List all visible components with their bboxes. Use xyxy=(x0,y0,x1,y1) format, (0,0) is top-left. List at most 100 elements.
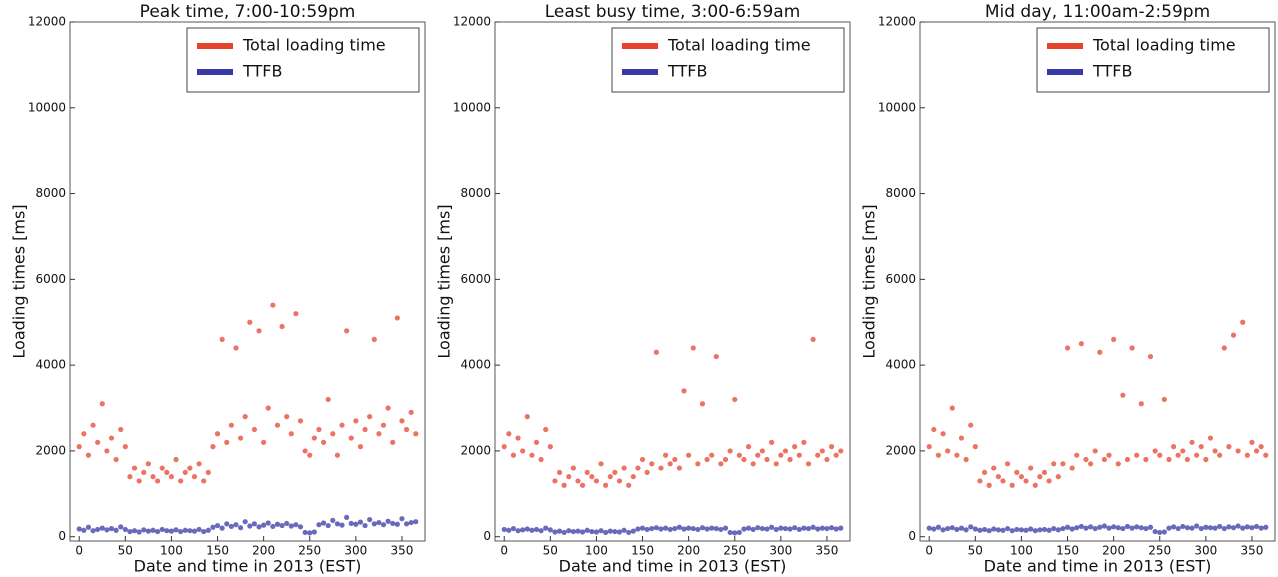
data-point xyxy=(224,521,230,527)
data-point xyxy=(127,474,133,480)
data-point xyxy=(168,474,175,480)
data-point xyxy=(1014,469,1020,475)
data-point xyxy=(1240,525,1246,531)
data-point xyxy=(1244,524,1250,530)
plot-area xyxy=(919,21,1276,542)
data-point xyxy=(750,526,756,533)
data-point xyxy=(256,524,262,530)
data-point xyxy=(1263,524,1269,530)
data-point xyxy=(1147,524,1154,530)
y-tick-label: 8000 xyxy=(885,186,916,200)
data-point xyxy=(1046,527,1052,533)
legend-label: Total loading time xyxy=(242,36,386,55)
data-point xyxy=(759,525,766,532)
data-point xyxy=(1028,526,1034,532)
data-point xyxy=(709,525,715,531)
data-point xyxy=(108,435,115,441)
data-point xyxy=(782,525,789,532)
data-point xyxy=(362,426,368,433)
data-point xyxy=(1055,474,1061,480)
data-point xyxy=(302,529,308,536)
data-point xyxy=(819,525,825,531)
data-point xyxy=(118,426,124,433)
data-point xyxy=(612,528,618,535)
plot-area xyxy=(494,21,851,542)
data-point xyxy=(968,422,974,428)
data-point xyxy=(819,448,825,454)
data-point xyxy=(1101,523,1108,529)
data-point xyxy=(828,444,835,450)
data-point xyxy=(1028,465,1034,471)
data-point xyxy=(801,439,807,445)
data-point xyxy=(649,525,655,532)
data-point xyxy=(104,527,110,533)
data-point xyxy=(178,528,184,535)
data-point xyxy=(196,526,202,533)
data-point xyxy=(1041,526,1048,533)
data-point xyxy=(385,405,391,411)
data-point xyxy=(1180,523,1186,530)
data-point xyxy=(722,525,729,531)
data-point xyxy=(704,456,710,463)
data-point xyxy=(1249,439,1255,445)
data-point xyxy=(986,482,992,488)
data-point xyxy=(533,439,540,445)
data-point xyxy=(164,528,170,534)
data-point xyxy=(81,431,87,437)
x-tick-label: 200 xyxy=(252,544,275,558)
y-tick-label: 6000 xyxy=(35,272,66,286)
data-point xyxy=(1184,456,1191,463)
data-point xyxy=(237,525,244,531)
data-point xyxy=(131,465,138,471)
data-point xyxy=(755,452,761,458)
data-point xyxy=(584,469,590,475)
data-point xyxy=(732,530,738,536)
data-point xyxy=(399,516,405,522)
data-point xyxy=(1226,444,1232,450)
data-point xyxy=(95,526,101,533)
subplot: 0 2000 4000 6000 8000 10000 12000 0 50 100 150 200 2… xyxy=(435,2,851,576)
y-axis-label: Loading times [ms] xyxy=(10,204,29,358)
data-point xyxy=(247,523,253,529)
data-point xyxy=(695,461,701,467)
data-point xyxy=(1129,345,1135,351)
x-tick-label: 50 xyxy=(118,544,133,558)
data-point xyxy=(1253,448,1260,454)
data-point xyxy=(958,525,965,531)
data-point xyxy=(265,520,271,526)
data-point xyxy=(334,521,341,527)
chart-title: Mid day, 11:00am-2:59pm xyxy=(985,2,1210,22)
data-point xyxy=(621,527,627,533)
data-point xyxy=(589,528,595,535)
legend-box xyxy=(186,27,420,93)
data-point xyxy=(344,514,350,521)
data-point xyxy=(727,529,733,536)
data-point xyxy=(520,448,526,454)
data-point xyxy=(1124,523,1131,530)
legend-label: TTFB xyxy=(242,62,282,81)
data-point xyxy=(759,448,766,454)
data-point xyxy=(367,516,373,523)
y-tick-label: 4000 xyxy=(460,358,491,372)
data-point xyxy=(1018,474,1025,480)
data-point xyxy=(274,521,281,527)
data-point xyxy=(736,529,742,536)
data-point xyxy=(1235,448,1241,454)
data-point xyxy=(709,452,715,458)
data-point xyxy=(1120,525,1126,532)
data-point xyxy=(538,456,544,463)
data-point xyxy=(838,448,844,454)
data-point xyxy=(561,482,567,488)
x-tick-label: 150 xyxy=(206,544,229,558)
legend-label: TTFB xyxy=(667,62,707,81)
data-point xyxy=(575,478,581,484)
data-point xyxy=(279,522,285,529)
data-point xyxy=(168,528,175,534)
data-point xyxy=(593,478,600,484)
data-point xyxy=(330,517,336,524)
data-point xyxy=(1203,456,1209,463)
data-point xyxy=(653,349,659,355)
data-point xyxy=(699,525,706,531)
plot-area xyxy=(69,21,426,542)
data-point xyxy=(293,522,299,528)
